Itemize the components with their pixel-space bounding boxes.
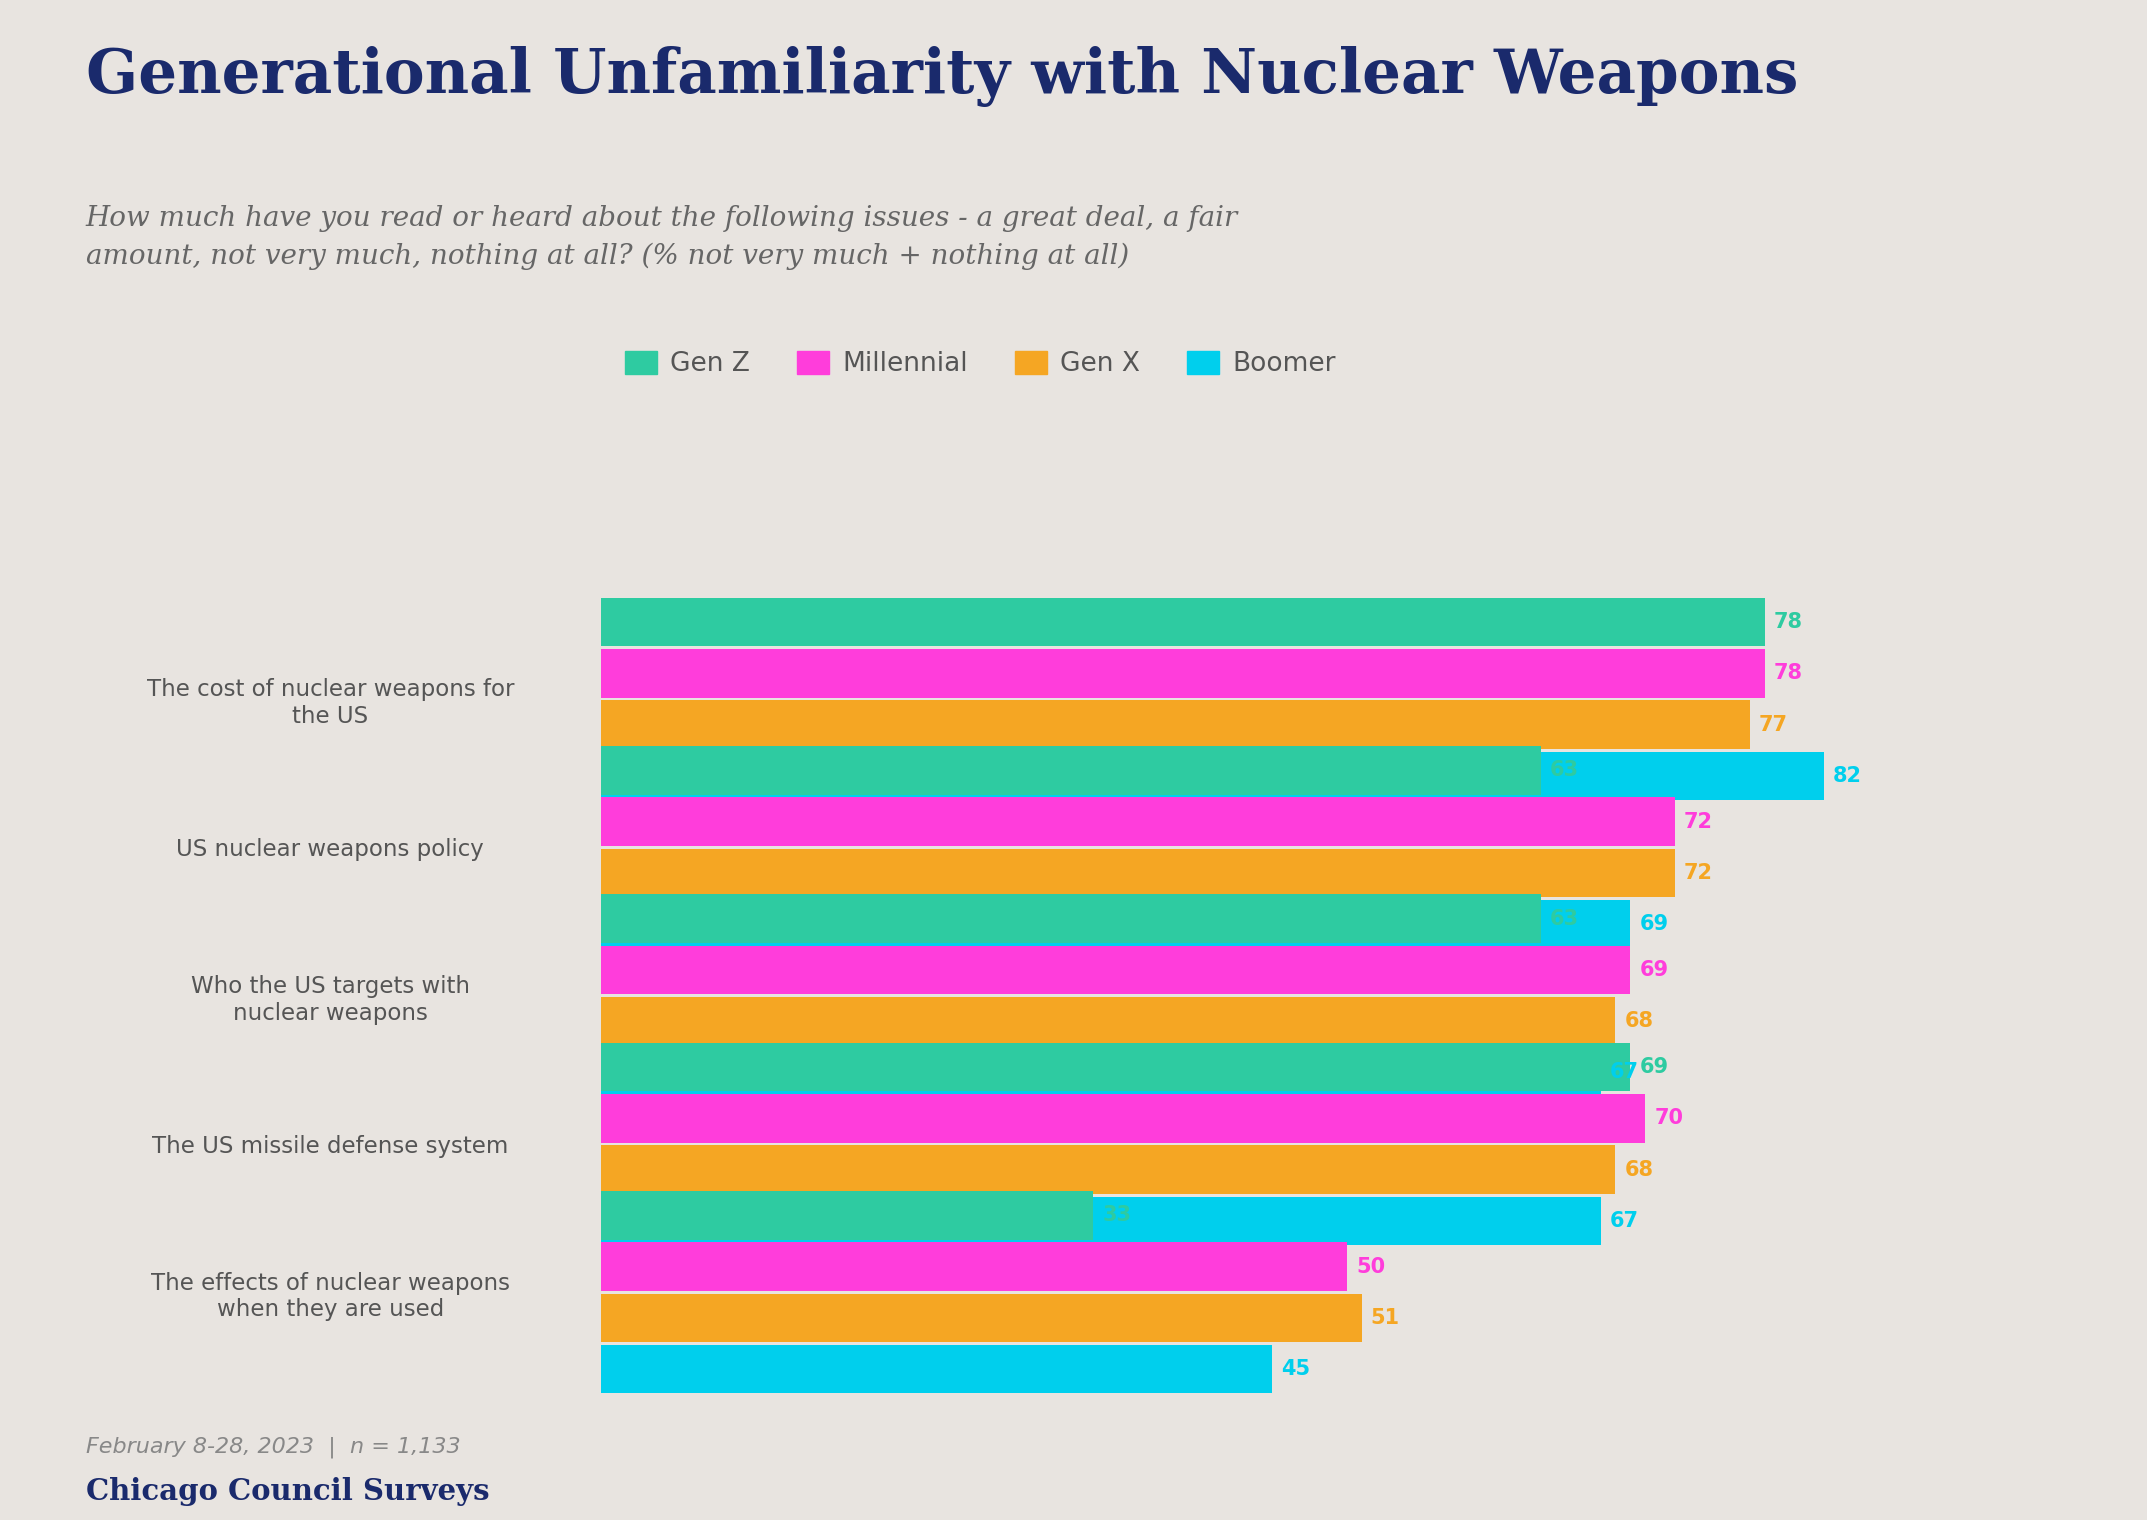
Text: 68: 68 [1625,1011,1653,1031]
Bar [601,649,1765,698]
Bar [601,848,1675,897]
Text: Chicago Council Surveys: Chicago Council Surveys [86,1477,490,1506]
Text: 82: 82 [1834,766,1861,786]
Text: 33: 33 [1101,1205,1131,1225]
Bar [601,1192,1093,1240]
Bar [601,701,1750,749]
Bar [601,1145,1615,1193]
Text: 78: 78 [1773,663,1803,684]
Bar [601,900,1630,948]
Bar [601,1094,1645,1143]
Text: 63: 63 [1550,909,1578,929]
Text: 69: 69 [1640,1056,1668,1078]
Text: 72: 72 [1683,812,1713,831]
Text: 68: 68 [1625,1160,1653,1180]
Bar [601,798,1675,847]
Text: Generational Unfamiliarity with Nuclear Weapons: Generational Unfamiliarity with Nuclear … [86,46,1799,106]
Bar [601,1294,1361,1342]
Bar [601,997,1615,1046]
Text: 78: 78 [1773,613,1803,632]
Text: How much have you read or heard about the following issues - a great deal, a fai: How much have you read or heard about th… [86,205,1239,271]
Bar [601,597,1765,646]
Text: 69: 69 [1640,961,1668,980]
Bar [601,945,1630,994]
Bar [601,751,1825,800]
Bar [601,1242,1346,1290]
Text: 67: 67 [1610,1062,1638,1082]
Bar [601,1196,1600,1245]
Text: 45: 45 [1282,1359,1310,1379]
Text: 69: 69 [1640,914,1668,935]
Text: 67: 67 [1610,1211,1638,1231]
Legend: Gen Z, Millennial, Gen X, Boomer: Gen Z, Millennial, Gen X, Boomer [614,340,1346,388]
Bar [601,1043,1630,1091]
Text: 72: 72 [1683,863,1713,883]
Text: February 8-28, 2023  |  n = 1,133: February 8-28, 2023 | n = 1,133 [86,1436,459,1458]
Bar [601,1345,1273,1394]
Text: 50: 50 [1357,1257,1385,1277]
Text: 51: 51 [1370,1307,1400,1328]
Text: 70: 70 [1653,1108,1683,1128]
Bar [601,746,1542,795]
Text: 77: 77 [1758,714,1788,734]
Bar [601,894,1542,942]
Bar [601,1049,1600,1097]
Text: 63: 63 [1550,760,1578,780]
